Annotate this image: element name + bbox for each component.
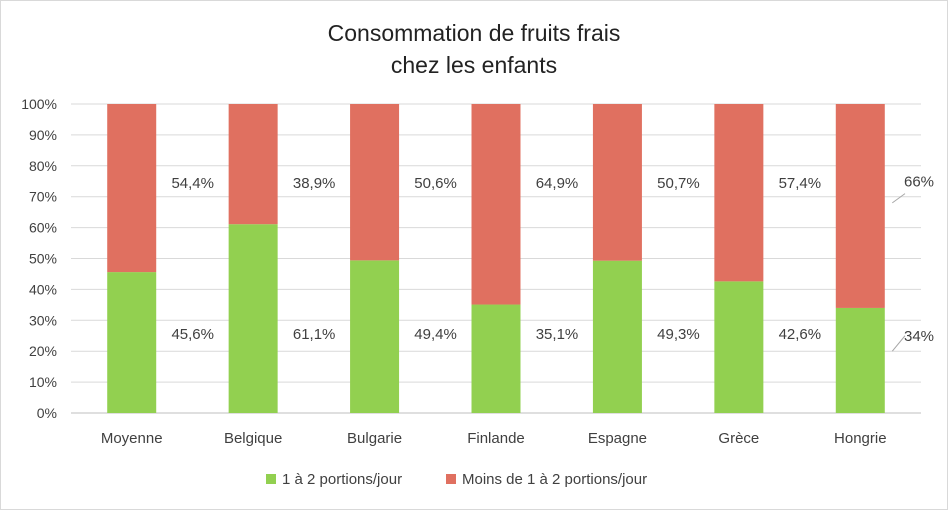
data-label-1-a-2-portions: 42,6%: [779, 326, 822, 343]
bar-segment-moins-de-1-a-2-portions: [835, 104, 885, 308]
data-label-1-a-2-portions: 49,3%: [657, 326, 700, 343]
category-label: Espagne: [588, 430, 647, 447]
data-label-moins-de-1-a-2-portions: 50,7%: [657, 175, 700, 192]
bar-segment-1-a-2-portions: [714, 281, 764, 413]
category-label: Belgique: [224, 430, 282, 447]
category-label: Moyenne: [101, 430, 163, 447]
y-tick-label: 0%: [37, 405, 57, 421]
y-tick-label: 30%: [29, 312, 57, 328]
bar-segment-1-a-2-portions: [835, 307, 885, 413]
bar-segment-moins-de-1-a-2-portions: [350, 104, 400, 261]
legend-swatch-1-a-2-portions: [266, 474, 276, 484]
bar-segment-moins-de-1-a-2-portions: [471, 104, 521, 305]
y-tick-label: 40%: [29, 281, 57, 297]
category-label: Grèce: [718, 430, 759, 447]
data-label-moins-de-1-a-2-portions: 57,4%: [779, 175, 822, 192]
data-label-moins-de-1-a-2-portions: 64,9%: [536, 175, 579, 192]
category-label: Hongrie: [834, 430, 887, 447]
data-label-leader-line: [891, 335, 906, 352]
data-label-1-a-2-portions: 61,1%: [293, 326, 336, 343]
y-axis-ticks: 0% 10% 20% 30% 40% 50% 60% 70% 80% 90% 100%: [21, 96, 57, 421]
y-tick-label: 10%: [29, 374, 57, 390]
y-tick-label: 50%: [29, 251, 57, 267]
data-label-leader-line: [891, 193, 906, 204]
legend: 1 à 2 portions/jour Moins de 1 à 2 portio…: [266, 471, 647, 488]
y-tick-label: 80%: [29, 158, 57, 174]
category-label: Bulgarie: [347, 430, 402, 447]
bar-segment-moins-de-1-a-2-portions: [714, 104, 764, 282]
bar-segment-1-a-2-portions: [228, 224, 278, 413]
data-labels: 45,6% 54,4% 61,1% 38,9% 49,4% 50,6% 35,1% 64,9%…: [171, 173, 934, 352]
legend-swatch-moins-de-1-a-2-portions: [446, 474, 456, 484]
bar-segment-moins-de-1-a-2-portions: [592, 104, 642, 261]
chart-title-line-2: chez les enfants: [391, 52, 557, 78]
bar-segment-1-a-2-portions: [471, 304, 521, 413]
y-tick-label: 60%: [29, 220, 57, 236]
legend-label-1-a-2-portions: 1 à 2 portions/jour: [282, 471, 402, 488]
category-label: Finlande: [467, 430, 525, 447]
bars: [107, 104, 885, 413]
data-label-moins-de-1-a-2-portions: 66%: [904, 173, 934, 190]
y-tick-label: 90%: [29, 127, 57, 143]
data-label-moins-de-1-a-2-portions: 54,4%: [171, 175, 214, 192]
legend-label-moins-de-1-a-2-portions: Moins de 1 à 2 portions/jour: [462, 471, 647, 488]
bar-segment-moins-de-1-a-2-portions: [107, 104, 157, 273]
y-tick-label: 70%: [29, 189, 57, 205]
data-label-moins-de-1-a-2-portions: 38,9%: [293, 175, 336, 192]
bar-segment-1-a-2-portions: [350, 260, 400, 413]
x-axis-categories: Moyenne Belgique Bulgarie Finlande Espagne Gr…: [101, 430, 887, 447]
bar-segment-moins-de-1-a-2-portions: [228, 104, 278, 225]
bar-segment-1-a-2-portions: [107, 272, 157, 413]
y-tick-label: 100%: [21, 96, 57, 112]
chart-title-line-1: Consommation de fruits frais: [328, 20, 621, 46]
data-label-1-a-2-portions: 35,1%: [536, 326, 579, 343]
data-label-1-a-2-portions: 49,4%: [414, 326, 457, 343]
data-label-1-a-2-portions: 34%: [904, 328, 934, 345]
data-label-moins-de-1-a-2-portions: 50,6%: [414, 175, 457, 192]
bar-segment-1-a-2-portions: [592, 260, 642, 413]
y-tick-label: 20%: [29, 343, 57, 359]
data-label-1-a-2-portions: 45,6%: [171, 326, 214, 343]
